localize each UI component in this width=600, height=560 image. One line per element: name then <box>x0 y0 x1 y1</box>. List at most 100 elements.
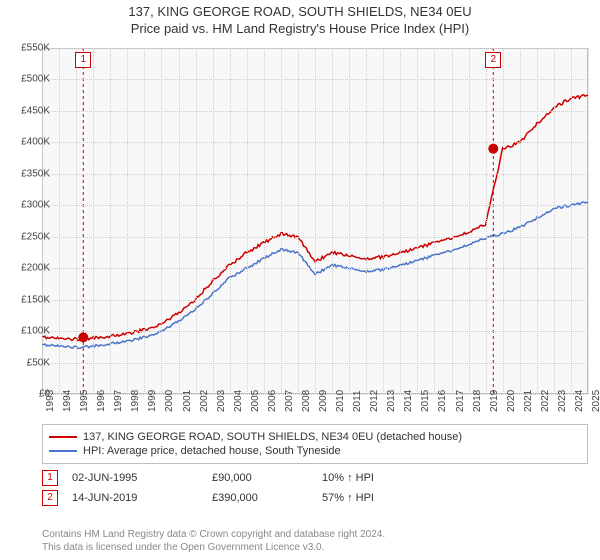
x-axis-label: 2002 <box>199 390 210 412</box>
legend-item-property: 137, KING GEORGE ROAD, SOUTH SHIELDS, NE… <box>49 431 581 443</box>
x-axis-label: 2017 <box>455 390 466 412</box>
x-axis-label: 2012 <box>369 390 380 412</box>
gridline-v <box>571 48 572 394</box>
x-axis-label: 1997 <box>113 390 124 412</box>
y-axis-label: £550K <box>10 43 50 54</box>
x-axis-label: 2019 <box>489 390 500 412</box>
x-axis-label: 1994 <box>62 390 73 412</box>
x-axis-label: 2003 <box>216 390 227 412</box>
x-axis-label: 1993 <box>45 390 56 412</box>
x-axis-label: 2005 <box>250 390 261 412</box>
sale-price-2: £390,000 <box>212 492 322 504</box>
chart-title-line1: 137, KING GEORGE ROAD, SOUTH SHIELDS, NE… <box>0 4 600 19</box>
y-axis-label: £100K <box>10 326 50 337</box>
gridline-v <box>434 48 435 394</box>
gridline-v <box>383 48 384 394</box>
y-axis-label: £50K <box>10 357 50 368</box>
y-axis-label: £0 <box>10 389 50 400</box>
sale-marker-badge-1: 1 <box>42 470 58 486</box>
sale-marker-dot <box>488 144 498 154</box>
x-axis-label: 2018 <box>472 390 483 412</box>
x-axis-label: 1996 <box>96 390 107 412</box>
x-axis-label: 1998 <box>130 390 141 412</box>
x-axis-label: 2008 <box>301 390 312 412</box>
sale-vs-hpi-2: 57% ↑ HPI <box>322 492 422 504</box>
x-axis-label: 2025 <box>591 390 600 412</box>
chart-area: 12 <box>42 48 588 394</box>
gridline-v <box>213 48 214 394</box>
x-axis-label: 2007 <box>284 390 295 412</box>
y-axis-label: £450K <box>10 105 50 116</box>
gridline-v <box>503 48 504 394</box>
x-axis-label: 2011 <box>352 390 363 412</box>
gridline-v <box>144 48 145 394</box>
x-axis-label: 2021 <box>523 390 534 412</box>
attribution: Contains HM Land Registry data © Crown c… <box>42 528 588 554</box>
y-axis-label: £250K <box>10 231 50 242</box>
x-axis-label: 2006 <box>267 390 278 412</box>
sale-marker-badge-2: 2 <box>42 490 58 506</box>
x-axis-label: 2016 <box>437 390 448 412</box>
gridline-v <box>93 48 94 394</box>
gridline-v <box>127 48 128 394</box>
x-axis-label: 2010 <box>335 390 346 412</box>
legend-label-property: 137, KING GEORGE ROAD, SOUTH SHIELDS, NE… <box>83 431 462 443</box>
gridline-v <box>486 48 487 394</box>
x-axis-label: 2013 <box>386 390 397 412</box>
gridline-v <box>315 48 316 394</box>
x-axis-label: 2014 <box>403 390 414 412</box>
x-axis-label: 2001 <box>182 390 193 412</box>
sale-marker-dot <box>78 332 88 342</box>
gridline-v <box>417 48 418 394</box>
gridline-v <box>230 48 231 394</box>
gridline-v <box>469 48 470 394</box>
x-axis-label: 2023 <box>557 390 568 412</box>
sale-marker-badge: 2 <box>485 52 501 68</box>
sale-marker-badge: 1 <box>75 52 91 68</box>
sale-point-row: 2 14-JUN-2019 £390,000 57% ↑ HPI <box>42 488 588 508</box>
x-axis-label: 2024 <box>574 390 585 412</box>
x-axis-label: 2009 <box>318 390 329 412</box>
gridline-v <box>196 48 197 394</box>
legend-item-hpi: HPI: Average price, detached house, Sout… <box>49 445 581 457</box>
gridline-v <box>161 48 162 394</box>
gridline-v <box>247 48 248 394</box>
legend-swatch-hpi <box>49 450 77 452</box>
y-axis-label: £300K <box>10 200 50 211</box>
x-axis-label: 2004 <box>233 390 244 412</box>
legend: 137, KING GEORGE ROAD, SOUTH SHIELDS, NE… <box>42 424 588 464</box>
sale-date-1: 02-JUN-1995 <box>72 472 212 484</box>
gridline-v <box>298 48 299 394</box>
gridline-v <box>179 48 180 394</box>
gridline-v <box>366 48 367 394</box>
gridline-v <box>452 48 453 394</box>
gridline-v <box>588 48 589 394</box>
gridline-v <box>400 48 401 394</box>
y-axis-label: £400K <box>10 137 50 148</box>
y-axis-label: £200K <box>10 263 50 274</box>
sale-price-1: £90,000 <box>212 472 322 484</box>
chart-title-line2: Price paid vs. HM Land Registry's House … <box>0 21 600 36</box>
gridline-v <box>59 48 60 394</box>
sale-date-2: 14-JUN-2019 <box>72 492 212 504</box>
gridline-v <box>110 48 111 394</box>
y-axis-label: £350K <box>10 168 50 179</box>
gridline-v <box>76 48 77 394</box>
gridline-v <box>42 48 43 394</box>
gridline-v <box>349 48 350 394</box>
sale-point-row: 1 02-JUN-1995 £90,000 10% ↑ HPI <box>42 468 588 488</box>
x-axis-label: 2015 <box>420 390 431 412</box>
sale-vs-hpi-1: 10% ↑ HPI <box>322 472 422 484</box>
sale-points-table: 1 02-JUN-1995 £90,000 10% ↑ HPI 2 14-JUN… <box>42 468 588 508</box>
gridline-v <box>537 48 538 394</box>
attribution-line2: This data is licensed under the Open Gov… <box>42 541 588 554</box>
gridline-v <box>281 48 282 394</box>
x-axis-label: 2022 <box>540 390 551 412</box>
x-axis-label: 2020 <box>506 390 517 412</box>
y-axis-label: £500K <box>10 74 50 85</box>
gridline-v <box>264 48 265 394</box>
x-axis-label: 2000 <box>164 390 175 412</box>
x-axis-label: 1999 <box>147 390 158 412</box>
attribution-line1: Contains HM Land Registry data © Crown c… <box>42 528 588 541</box>
y-axis-label: £150K <box>10 294 50 305</box>
